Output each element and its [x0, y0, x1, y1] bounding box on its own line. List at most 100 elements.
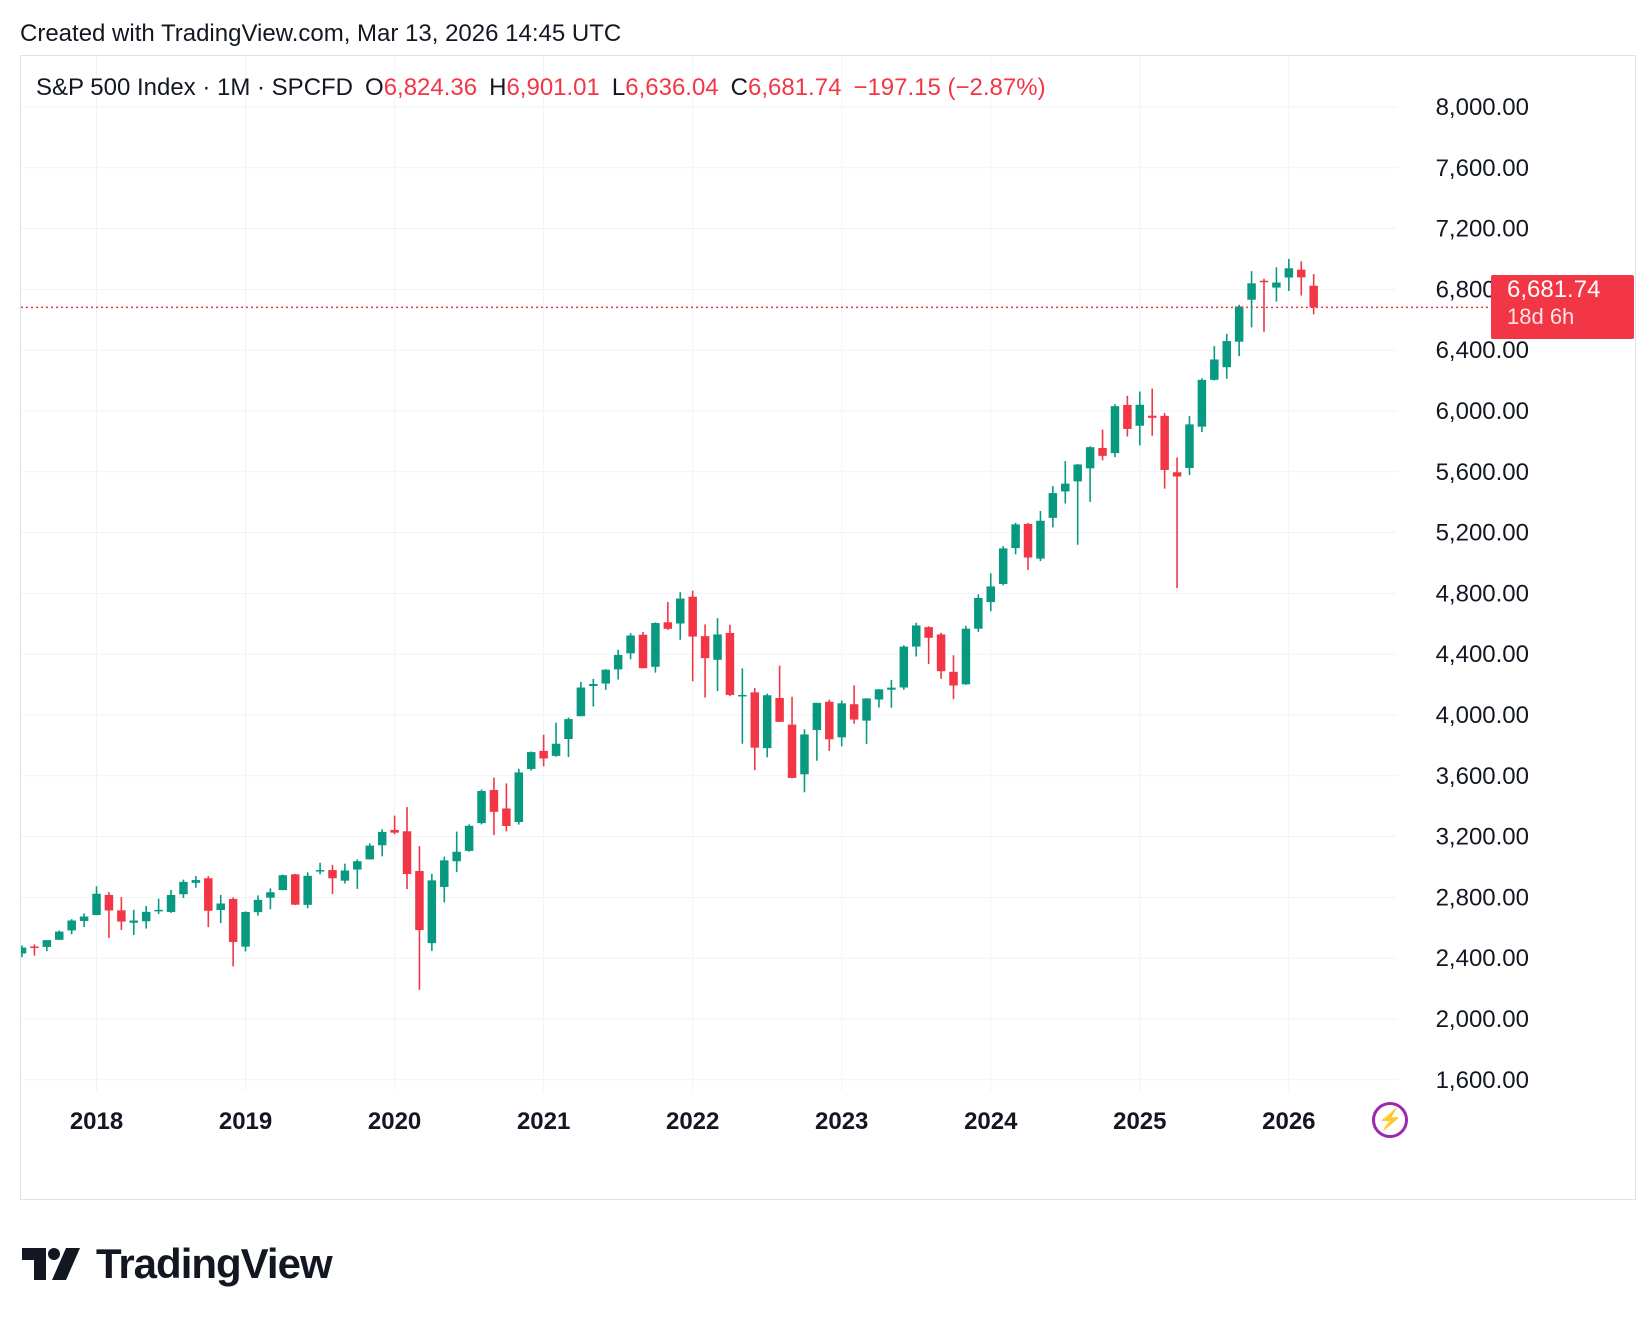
candle-body [1147, 415, 1157, 418]
candle [849, 685, 859, 724]
candle-body [117, 910, 126, 922]
candle [452, 831, 461, 873]
x-tick-label: 2025 [1113, 1108, 1166, 1135]
candle-body [1048, 493, 1058, 518]
candle [340, 863, 350, 884]
candle [204, 876, 213, 928]
candle-body [676, 598, 685, 624]
candle [825, 699, 834, 751]
candle-body [924, 627, 933, 638]
y-tick-label: 5,200.00 [1436, 520, 1529, 547]
candle [278, 874, 288, 891]
candle-body [427, 880, 437, 944]
candle [551, 722, 561, 757]
price-axis[interactable]: 1,600.00 2,000.00 2,400.00 2,800.00 3,200.00… [1436, 94, 1529, 1094]
candle-body [477, 791, 486, 824]
candle-body [849, 704, 859, 720]
candle [328, 864, 337, 895]
candle-body [42, 940, 52, 947]
candle-body [464, 825, 474, 851]
close-value: 6,681.74 [748, 74, 842, 101]
y-tick-label: 7,600.00 [1436, 155, 1529, 182]
candle [1048, 486, 1058, 528]
candle-body [700, 636, 710, 659]
candle [949, 655, 958, 700]
candle-body [328, 870, 337, 879]
candle-body [216, 903, 225, 911]
candle [42, 940, 52, 952]
candle [1234, 304, 1244, 357]
candle [79, 913, 89, 928]
candle-body [278, 875, 288, 891]
y-tick-label: 1,600.00 [1436, 1067, 1529, 1094]
x-tick-label: 2022 [666, 1108, 719, 1135]
candle [1185, 415, 1194, 476]
candle-body [415, 870, 424, 931]
candle-body [949, 671, 958, 686]
y-tick-label: 2,800.00 [1436, 884, 1529, 911]
candle [1085, 446, 1095, 502]
time-axis[interactable]: 2018 2019 2020 2021 2022 2023 2024 2025 2026 [70, 1108, 1316, 1135]
candle-body [241, 911, 250, 947]
candle-body [1073, 464, 1082, 482]
candle-body [266, 892, 275, 898]
candle-body [1222, 341, 1231, 368]
candlestick-chart[interactable]: 1,600.00 2,000.00 2,400.00 2,800.00 3,200.00… [21, 56, 1636, 1200]
close-label: C [730, 74, 748, 101]
candle [1160, 413, 1169, 489]
open-value: 6,824.36 [383, 74, 478, 101]
candle-body [526, 752, 536, 769]
candle [564, 717, 573, 758]
candle-body [663, 622, 673, 629]
candle [700, 624, 710, 698]
symbol-legend: S&P 500 Index · 1M · SPCFD O6,824.36 H6,90… [36, 74, 1046, 102]
candle [228, 897, 238, 967]
candle-body [21, 947, 27, 954]
candle [30, 944, 39, 956]
candle [104, 892, 114, 938]
x-tick-label: 2023 [815, 1108, 868, 1135]
candle-body [738, 694, 747, 697]
candle-body [303, 875, 312, 905]
candle [55, 930, 64, 940]
candle-body [551, 743, 561, 756]
candle [998, 546, 1008, 586]
tradingview-brand[interactable]: TradingView [22, 1240, 333, 1288]
candle-body [1197, 379, 1207, 427]
y-tick-label: 6,400.00 [1436, 337, 1529, 364]
candle-body [452, 851, 461, 862]
candle [1297, 261, 1306, 296]
candle-body [762, 695, 772, 749]
candle [775, 665, 784, 722]
candle-body [55, 931, 64, 940]
candle [415, 846, 424, 990]
candle-body [1210, 359, 1219, 380]
candle-body [1036, 520, 1045, 559]
open-label: O [365, 74, 384, 101]
candle [676, 592, 685, 640]
candle-body [166, 894, 176, 912]
candle [377, 829, 387, 857]
candle [141, 906, 151, 929]
symbol-info[interactable]: S&P 500 Index · 1M · SPCFD [36, 74, 354, 101]
y-tick-label: 4,400.00 [1436, 641, 1529, 668]
candle [626, 633, 635, 660]
candle-body [154, 909, 163, 912]
candle-body [1098, 447, 1107, 456]
lightning-bolt-icon[interactable]: ⚡ [1372, 1102, 1408, 1138]
candle [613, 649, 623, 680]
candle-body [1284, 268, 1294, 278]
last-price-value: 6,681.74 [1507, 276, 1601, 303]
candles [21, 258, 1318, 990]
candle-body [365, 845, 375, 860]
candle [1135, 391, 1145, 446]
candle-body [1123, 404, 1132, 429]
candle-body [601, 669, 610, 684]
candle [974, 594, 983, 632]
candle-body [911, 625, 921, 647]
candle [1073, 464, 1082, 545]
chart-pane[interactable]: 1,600.00 2,000.00 2,400.00 2,800.00 3,200.00… [20, 55, 1636, 1200]
candle-body [837, 703, 846, 738]
candle-body [228, 898, 238, 942]
candle [812, 702, 822, 761]
